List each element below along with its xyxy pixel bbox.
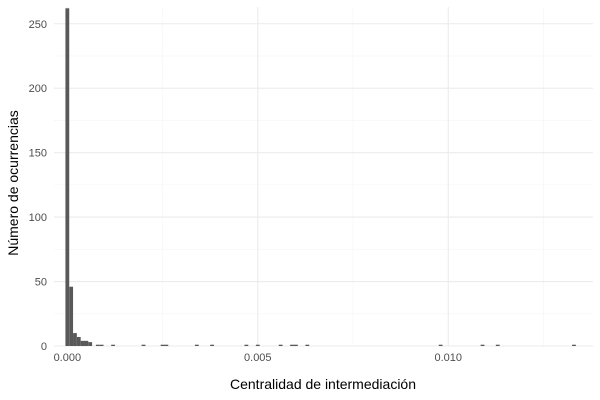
histogram-bars	[65, 8, 576, 347]
histogram-bar	[164, 344, 169, 346]
histogram-bar	[80, 340, 85, 346]
histogram-bar	[141, 344, 146, 346]
histogram-bar	[99, 344, 104, 346]
y-tick-label: 50	[35, 277, 47, 289]
histogram-bar	[111, 344, 115, 346]
y-tick-label: 150	[29, 148, 47, 160]
histogram-bar	[438, 344, 443, 346]
histogram-bar	[290, 344, 294, 346]
y-tick-label: 200	[29, 83, 47, 95]
histogram-bar	[480, 344, 485, 346]
y-axis-title: Número de ocurrencias	[5, 110, 21, 256]
histogram-bar	[210, 344, 214, 346]
y-axis-ticks: 0 50 100 150 200 250	[29, 19, 47, 353]
histogram-bar	[194, 344, 199, 346]
histogram-bar	[95, 344, 100, 346]
histogram-bar	[73, 333, 77, 346]
x-axis-ticks: 0.000 0.005 0.010	[54, 352, 462, 364]
x-axis-title: Centralidad de intermediación	[230, 376, 416, 392]
histogram-bar	[69, 286, 74, 346]
histogram-bar	[305, 344, 310, 346]
histogram-bar	[244, 344, 249, 346]
histogram-bar	[293, 344, 298, 346]
histogram-bar	[160, 344, 165, 346]
histogram-bar	[65, 8, 70, 347]
histogram-bar	[495, 344, 500, 346]
histogram-bar	[255, 344, 260, 346]
y-tick-label: 100	[29, 212, 47, 224]
x-tick-label: 0.000	[54, 352, 82, 364]
histogram-bar	[84, 340, 89, 346]
x-tick-label: 0.005	[244, 352, 272, 364]
y-tick-label: 0	[41, 341, 47, 353]
histogram-bar	[76, 336, 81, 346]
y-tick-label: 250	[29, 19, 47, 31]
x-tick-label: 0.010	[434, 352, 462, 364]
histogram-bar	[88, 342, 93, 346]
histogram-bar	[572, 344, 576, 346]
grid-lines	[54, 7, 593, 347]
histogram-bar	[278, 344, 283, 346]
